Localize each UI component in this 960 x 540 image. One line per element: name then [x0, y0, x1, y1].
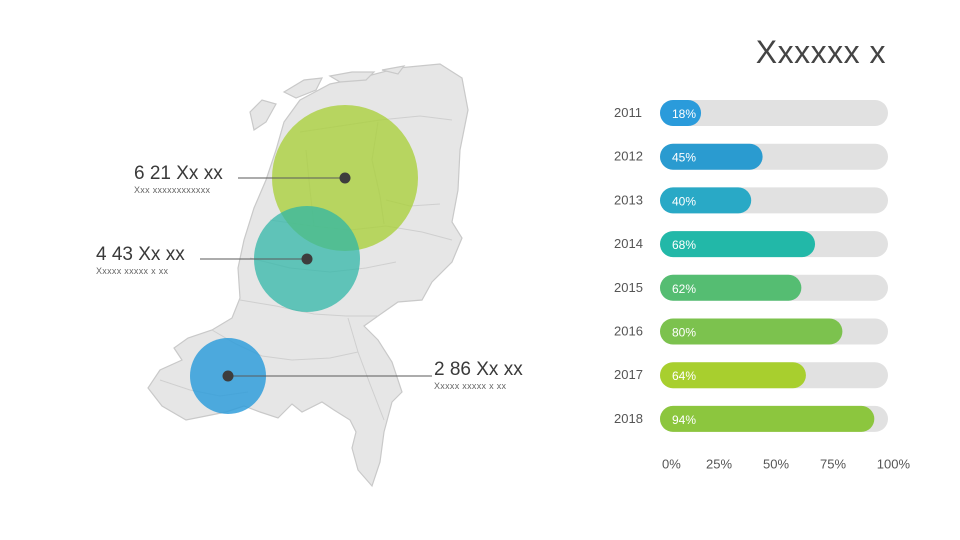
- category-label: 2014: [614, 236, 643, 251]
- callout-value: 2 86 Xx xx: [434, 359, 523, 380]
- category-label: 2017: [614, 367, 643, 382]
- chart-title: Xxxxxx x: [755, 34, 886, 70]
- category-label: 2012: [614, 149, 643, 164]
- x-tick-label: 0%: [662, 457, 681, 472]
- bar-fill: [660, 362, 806, 389]
- marker-dot-south: [222, 370, 234, 382]
- bar-fill: [660, 231, 816, 258]
- bar-fill: [660, 143, 763, 170]
- x-tick-label: 100%: [877, 457, 911, 472]
- category-label: 2015: [614, 280, 643, 295]
- bar-value-label: 64%: [672, 369, 696, 383]
- bar-fill: [660, 100, 702, 126]
- callout-north: 6 21 Xx xx Xxx xxxxxxxxxxxx: [134, 163, 223, 196]
- bar-value-label: 94%: [672, 413, 696, 427]
- bar-value-label: 40%: [672, 194, 696, 208]
- bar-fill: [660, 318, 843, 345]
- map-island: [282, 77, 324, 99]
- marker-dot-center: [301, 253, 313, 265]
- bar-value-label: 68%: [672, 238, 696, 252]
- bar-fill: [660, 405, 875, 432]
- map-island: [249, 99, 277, 131]
- callout-subtext: Xxxxx xxxxx x xx: [96, 266, 169, 276]
- x-tick-label: 75%: [820, 457, 846, 472]
- callout-subtext: Xxx xxxxxxxxxxxx: [134, 185, 211, 195]
- category-label: 2018: [614, 411, 643, 426]
- callout-value: 6 21 Xx xx: [134, 163, 223, 184]
- callout-subtext: Xxxxx xxxxx x xx: [434, 381, 507, 391]
- bar-fill: [660, 187, 752, 214]
- map-island: [381, 65, 406, 75]
- map-island: [328, 71, 376, 83]
- category-label: 2016: [614, 324, 643, 339]
- bar-track: [660, 100, 888, 126]
- marker-dot-north: [339, 172, 351, 184]
- bar-fill: [660, 274, 802, 301]
- category-label: 2013: [614, 192, 643, 207]
- category-label: 2011: [614, 105, 642, 120]
- callout-value: 4 43 Xx xx: [96, 244, 185, 265]
- callout-center: 4 43 Xx xx Xxxxx xxxxx x xx: [96, 244, 185, 277]
- bar-value-label: 18%: [672, 107, 696, 121]
- bar-value-label: 62%: [672, 282, 696, 296]
- callout-south: 2 86 Xx xx Xxxxx xxxxx x xx: [434, 359, 523, 392]
- x-tick-label: 25%: [706, 457, 732, 472]
- bar-value-label: 80%: [672, 326, 696, 340]
- bar-value-label: 45%: [672, 151, 696, 165]
- x-tick-label: 50%: [763, 457, 789, 472]
